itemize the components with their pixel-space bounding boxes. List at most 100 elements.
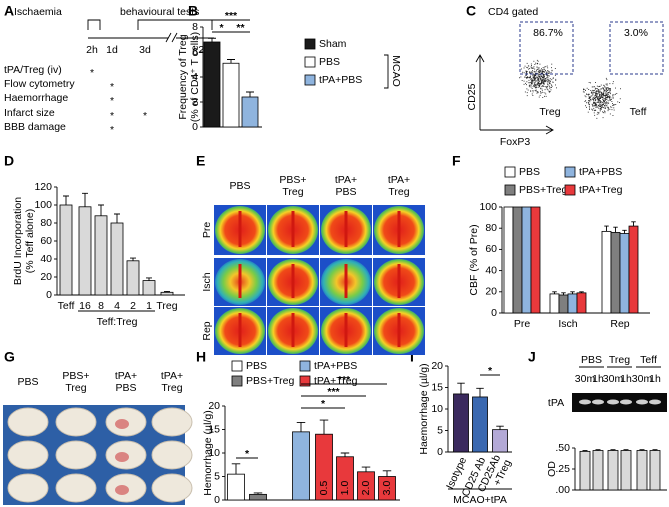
cell-dot — [541, 70, 543, 72]
cell-dot — [594, 88, 596, 90]
cell-dot — [602, 93, 604, 95]
cell-dot — [619, 102, 620, 103]
cell-dot — [600, 93, 602, 95]
cell-dot — [539, 82, 541, 84]
cell-dot — [601, 107, 603, 108]
cell-dot — [541, 76, 542, 78]
y-tick-label: 100 — [479, 201, 497, 213]
y-tick-label: 120 — [34, 181, 52, 193]
y-tick-label: 80 — [485, 222, 497, 234]
cell-dot — [605, 94, 607, 96]
cell-dot — [591, 103, 593, 105]
y-axis-label: Hemorrhage (µl/g) — [202, 410, 214, 495]
cell-dot — [603, 100, 604, 102]
cell-dot — [547, 78, 549, 80]
cell-dot — [608, 106, 609, 108]
bar — [610, 232, 621, 314]
cell-dot — [595, 82, 596, 83]
cell-dot — [586, 102, 587, 104]
cell-dot — [596, 113, 598, 115]
cell-dot — [541, 69, 543, 71]
legend-swatch — [231, 360, 243, 372]
significance-label: * — [219, 22, 224, 34]
cell-dot — [606, 84, 608, 86]
y-tick-label: 0 — [491, 307, 497, 319]
cell-dot — [595, 93, 597, 95]
significance-label: * — [488, 365, 493, 377]
cell-dot — [538, 79, 540, 81]
cell-dot — [586, 87, 588, 89]
cell-dot — [593, 90, 595, 91]
cell-dot — [530, 83, 532, 84]
cell-dot — [601, 95, 603, 97]
cell-dot — [520, 76, 522, 78]
cell-dot — [597, 98, 599, 100]
bleed — [115, 452, 129, 462]
cell-dot — [584, 88, 586, 90]
cell-dot — [546, 75, 548, 77]
cell-dot — [540, 69, 542, 71]
cell-dot — [545, 93, 547, 95]
cell-dot — [550, 89, 552, 91]
y-tick-label: 20 — [431, 360, 443, 372]
cell-dot — [531, 88, 533, 89]
bar — [203, 41, 221, 128]
cell-dot — [534, 82, 536, 84]
cell-dot — [541, 78, 543, 80]
cell-dot — [598, 98, 599, 100]
cell-dot — [597, 101, 599, 103]
cell-dot — [528, 82, 530, 84]
cell-dot — [538, 72, 540, 74]
cell-dot — [534, 76, 535, 77]
bar — [607, 450, 619, 491]
cell-dot — [597, 88, 598, 90]
cell-dot — [595, 95, 597, 97]
cell-dot — [548, 80, 550, 82]
cell-dot — [592, 109, 593, 111]
cell-dot — [610, 93, 611, 95]
cell-dot — [588, 100, 589, 102]
cell-dot — [541, 72, 542, 74]
y-tick-label: 0 — [192, 121, 198, 133]
x-tick-label: 2 — [130, 300, 136, 312]
gel-lane: 1h — [592, 373, 604, 385]
cell-dot — [601, 88, 603, 90]
cell-dot — [536, 66, 538, 68]
cell-dot — [551, 70, 553, 72]
cell-dot — [599, 99, 600, 101]
cell-dot — [620, 88, 621, 90]
cell-dot — [588, 93, 590, 95]
cell-dot — [608, 88, 610, 90]
cell-dot — [583, 89, 584, 91]
cell-dot — [538, 86, 540, 88]
cell-dot — [588, 103, 590, 105]
cell-dot — [537, 84, 539, 85]
cell-dot — [545, 79, 547, 81]
time-label: 3d — [139, 44, 151, 56]
cell-dot — [604, 96, 606, 98]
error-bar — [296, 422, 306, 432]
x-axis-label: Teff:Treg — [97, 316, 138, 328]
y-axis-label: Haemorrhage (µl/g) — [418, 363, 430, 454]
cell-dot — [534, 68, 536, 70]
cell-dot — [588, 93, 590, 95]
cell-dot — [533, 83, 535, 85]
cell-dot — [540, 74, 542, 76]
cell-dot — [519, 77, 520, 79]
bar — [649, 450, 661, 491]
cell-dot — [602, 105, 603, 107]
cell-dot — [601, 104, 602, 106]
cell-dot — [546, 79, 548, 81]
cell-dot — [543, 68, 545, 70]
cell-dot — [610, 98, 612, 100]
cell-dot — [598, 112, 600, 113]
cell-dot — [538, 74, 540, 76]
error-bar — [623, 449, 629, 451]
cell-dot — [535, 87, 537, 89]
cell-dot — [541, 83, 543, 84]
bar — [558, 294, 569, 314]
row-label: Infarct size — [4, 107, 55, 119]
y-axis-label: CD25 — [466, 83, 478, 110]
cell-dot — [535, 85, 536, 86]
cell-dot — [537, 91, 539, 93]
